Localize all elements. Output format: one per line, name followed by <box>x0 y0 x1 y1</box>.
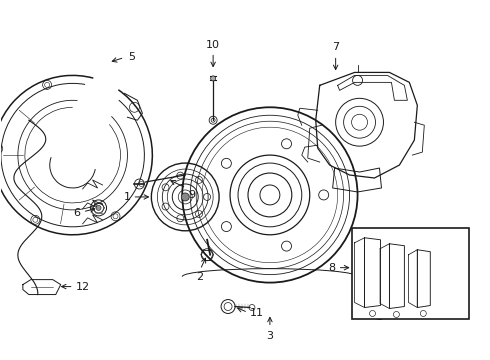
Text: 3: 3 <box>267 332 273 341</box>
Text: 2: 2 <box>196 272 204 282</box>
Text: 10: 10 <box>206 40 220 50</box>
Text: 6: 6 <box>74 208 81 218</box>
Text: 7: 7 <box>332 42 339 53</box>
Circle shape <box>211 76 216 81</box>
Text: 9: 9 <box>188 190 196 200</box>
Text: 1: 1 <box>123 192 130 202</box>
Bar <box>352 228 469 319</box>
Text: 11: 11 <box>250 309 264 319</box>
Text: 8: 8 <box>328 263 336 273</box>
Text: 12: 12 <box>75 282 90 292</box>
Text: 4: 4 <box>419 307 426 318</box>
Text: 5: 5 <box>128 53 135 63</box>
Circle shape <box>96 206 101 210</box>
Circle shape <box>181 193 189 201</box>
